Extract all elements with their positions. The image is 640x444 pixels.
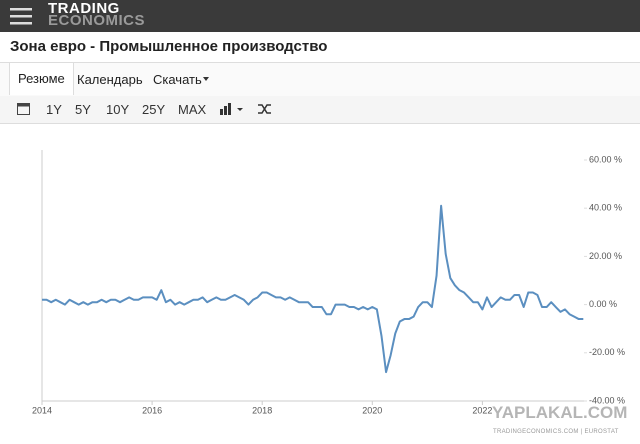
data-line [42,204,584,374]
y-tick-label: 20.00 % [589,251,622,261]
calendar-icon[interactable] [17,102,31,116]
range-button[interactable]: 25Y [142,102,166,117]
source: TRADINGECONOMICS.COM | EUROSTAT [493,429,619,435]
shuffle-icon[interactable] [257,102,273,116]
y-tick-label: -40.00 % [589,395,625,405]
toolbar: 1Y 5Y 10Y 25Y MAX [0,96,640,124]
tab[interactable]: Календарь [77,72,143,87]
x-tick-label: 2014 [32,405,52,415]
x-tick-label: 2016 [142,405,162,415]
x-tick-label: 2022 [472,405,492,415]
range-button[interactable]: MAX [178,102,207,117]
logo[interactable]: TRADING ECONOMICS [48,0,146,29]
y-tick-label: 0.00 % [589,299,617,309]
dropdown-caret [203,77,209,81]
logo-line: TRADING [48,0,120,17]
y-tick-label: -20.00 % [589,347,625,357]
range-button[interactable]: 10Y [106,102,130,117]
tab[interactable]: Скачать [153,72,202,87]
chart-type-icon[interactable] [220,102,248,116]
range-button[interactable]: 1Y [46,102,62,117]
tab[interactable]: Резюме [9,63,74,95]
y-tick-label: 60.00 % [589,154,622,164]
range-button[interactable]: 5Y [75,102,91,117]
y-tick-label: 40.00 % [589,203,622,213]
menu-icon[interactable] [8,0,48,32]
page-title: Зона евро - Промышленное производство [10,38,328,55]
x-tick-label: 2020 [362,405,382,415]
logo-line: ECONOMICS [48,12,146,29]
x-tick-label: 2018 [252,405,272,415]
watermark: YAPLAKAL.COM [492,403,628,422]
top-bar: TRADING ECONOMICS [0,0,640,32]
